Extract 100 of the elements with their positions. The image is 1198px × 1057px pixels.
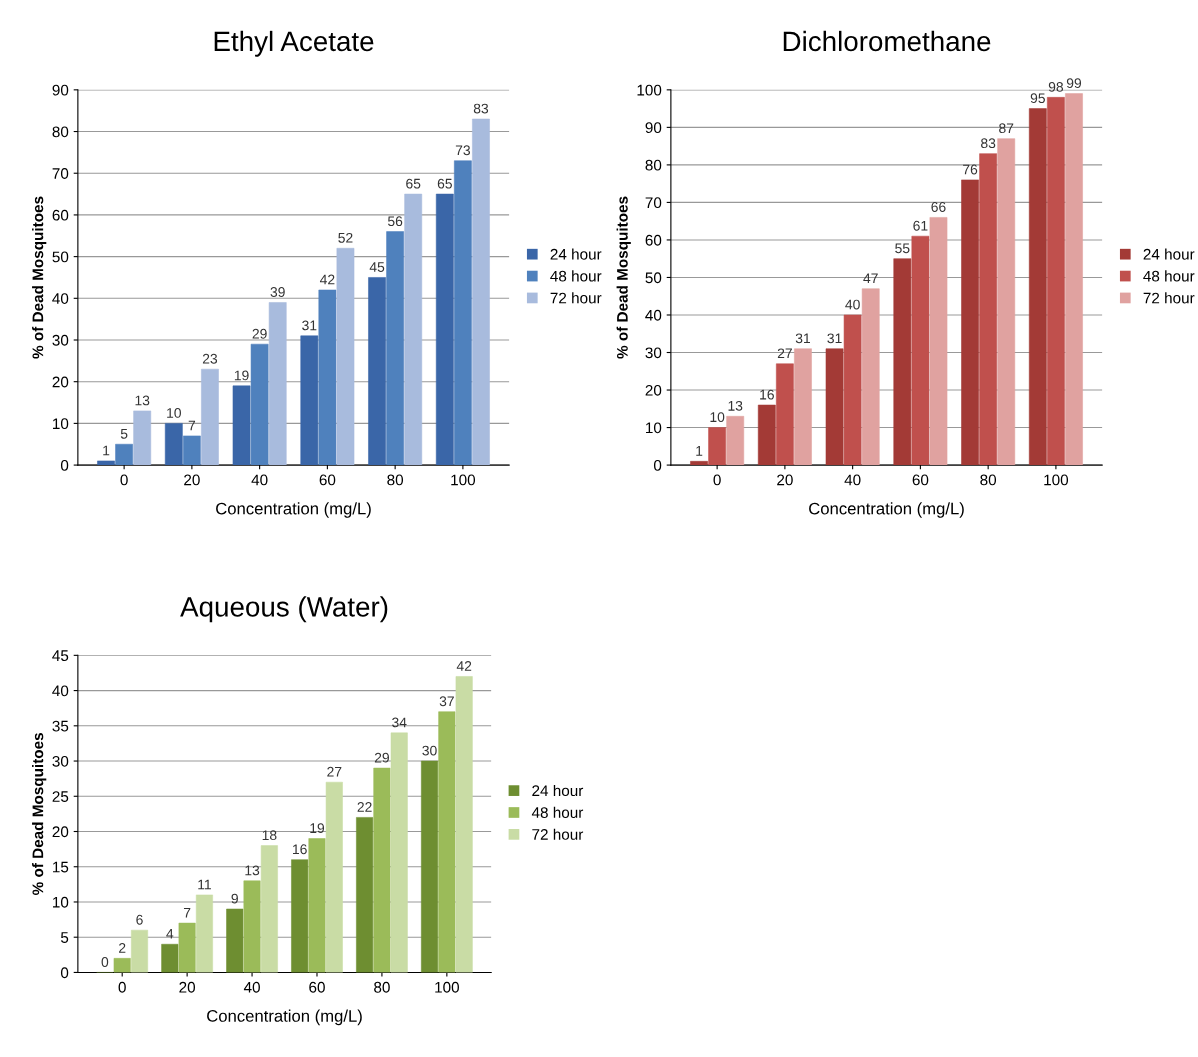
y-tick-label: 100 — [637, 84, 662, 96]
y-tick-label: 15 — [53, 861, 69, 873]
x-tick-label: 20 — [179, 981, 196, 993]
data-label: 99 — [1066, 78, 1082, 89]
legend-label: 72 hour — [550, 292, 602, 304]
data-label: 5 — [120, 429, 128, 439]
x-tick-label: 40 — [251, 474, 268, 486]
x-tick-label: 0 — [118, 981, 126, 993]
data-label: 2 — [119, 942, 126, 953]
y-tick-label: 30 — [645, 347, 662, 359]
y-tick-label: 10 — [53, 896, 69, 908]
y-tick-label: 70 — [645, 197, 662, 209]
data-label: 40 — [845, 299, 860, 310]
y-tick-label: 70 — [52, 168, 69, 179]
data-label: 31 — [302, 320, 317, 331]
y-tick-label: 90 — [645, 122, 662, 134]
data-label: 31 — [795, 333, 810, 344]
data-label: 16 — [293, 844, 307, 855]
data-label: 10 — [710, 412, 725, 423]
data-label: 0 — [101, 957, 109, 967]
data-label: 19 — [234, 370, 249, 381]
data-label: 1 — [696, 446, 703, 456]
legend-label: 48 hour — [1143, 270, 1195, 282]
y-tick-label: 90 — [52, 84, 69, 96]
data-label: 1 — [103, 445, 110, 456]
y-tick-label: 20 — [645, 384, 662, 396]
y-tick-label: 30 — [52, 755, 69, 767]
data-label: 13 — [135, 395, 150, 406]
data-label: 42 — [319, 274, 335, 285]
data-label: 83 — [981, 138, 996, 149]
legend-label: 24 hour — [532, 784, 584, 797]
data-label: 11 — [198, 879, 211, 890]
y-tick-label: 40 — [52, 293, 69, 304]
y-tick-label: 80 — [645, 159, 662, 171]
data-label: 83 — [473, 103, 489, 114]
data-label: 95 — [1030, 93, 1045, 104]
y-tick-label: 20 — [52, 826, 69, 838]
x-tick-label: 60 — [319, 474, 336, 486]
data-label: 29 — [252, 328, 267, 339]
data-label: 7 — [183, 907, 191, 918]
y-tick-label: 45 — [52, 650, 69, 662]
y-tick-label: 0 — [60, 459, 69, 471]
y-tick-label: 50 — [645, 272, 662, 284]
y-tick-label: 40 — [645, 309, 662, 321]
data-label: 9 — [231, 893, 238, 904]
data-label: 65 — [406, 178, 421, 189]
data-label: 66 — [931, 202, 946, 212]
x-tick-label: 100 — [451, 474, 476, 486]
y-tick-label: 60 — [645, 234, 662, 246]
y-tick-label: 25 — [52, 791, 69, 802]
data-label: 18 — [262, 830, 277, 841]
y-axis-title: % of Dead Mosquitoes — [32, 196, 47, 359]
data-label: 30 — [422, 745, 437, 756]
x-axis-title: Concentration (mg/L) — [809, 502, 964, 518]
legend-label: 48 hour — [550, 270, 602, 282]
legend-label: 24 hour — [1143, 248, 1195, 260]
legend-label: 48 hour — [531, 806, 584, 818]
y-tick-label: 50 — [52, 251, 69, 263]
data-label: 27 — [327, 766, 342, 777]
y-tick-label: 40 — [52, 685, 69, 697]
data-label: 13 — [245, 865, 260, 876]
legend-label: 72 hour — [1143, 292, 1195, 304]
data-label: 34 — [392, 717, 407, 728]
x-tick-label: 40 — [243, 981, 260, 993]
data-label: 22 — [357, 802, 372, 812]
data-label: 65 — [437, 178, 452, 189]
y-tick-label: 10 — [53, 418, 69, 430]
legend-label: 72 hour — [532, 828, 584, 840]
x-tick-label: 80 — [980, 474, 997, 486]
data-label: 37 — [439, 696, 454, 707]
y-tick-label: 10 — [646, 422, 662, 434]
data-label: 56 — [387, 216, 403, 227]
x-tick-label: 0 — [713, 474, 721, 486]
x-tick-label: 0 — [120, 474, 128, 486]
data-label: 16 — [760, 389, 774, 400]
data-label: 55 — [895, 243, 910, 254]
x-axis-title: Concentration (mg/L) — [216, 502, 371, 518]
x-tick-label: 60 — [912, 474, 929, 486]
y-tick-label: 5 — [60, 932, 69, 943]
data-label: 6 — [136, 914, 143, 925]
data-label: 27 — [777, 348, 792, 359]
data-label: 13 — [728, 400, 743, 411]
data-label: 7 — [188, 420, 196, 431]
y-tick-label: 0 — [60, 967, 69, 979]
legend-label: 24 hour — [550, 248, 602, 260]
x-tick-label: 80 — [374, 981, 390, 993]
x-tick-label: 20 — [184, 474, 200, 486]
x-tick-label: 100 — [1044, 474, 1069, 486]
y-tick-label: 0 — [653, 459, 662, 471]
chart-title: Dichloromethane — [783, 30, 991, 52]
data-label: 29 — [374, 752, 389, 763]
data-label: 73 — [455, 145, 471, 156]
y-axis-title: % of Dead Mosquitoes — [616, 196, 631, 359]
data-label: 45 — [369, 262, 385, 272]
data-label: 98 — [1048, 81, 1064, 92]
data-label: 61 — [913, 220, 928, 231]
data-label: 42 — [456, 661, 472, 671]
x-tick-label: 40 — [844, 474, 861, 486]
data-label: 19 — [310, 823, 325, 834]
data-label: 23 — [202, 353, 218, 364]
